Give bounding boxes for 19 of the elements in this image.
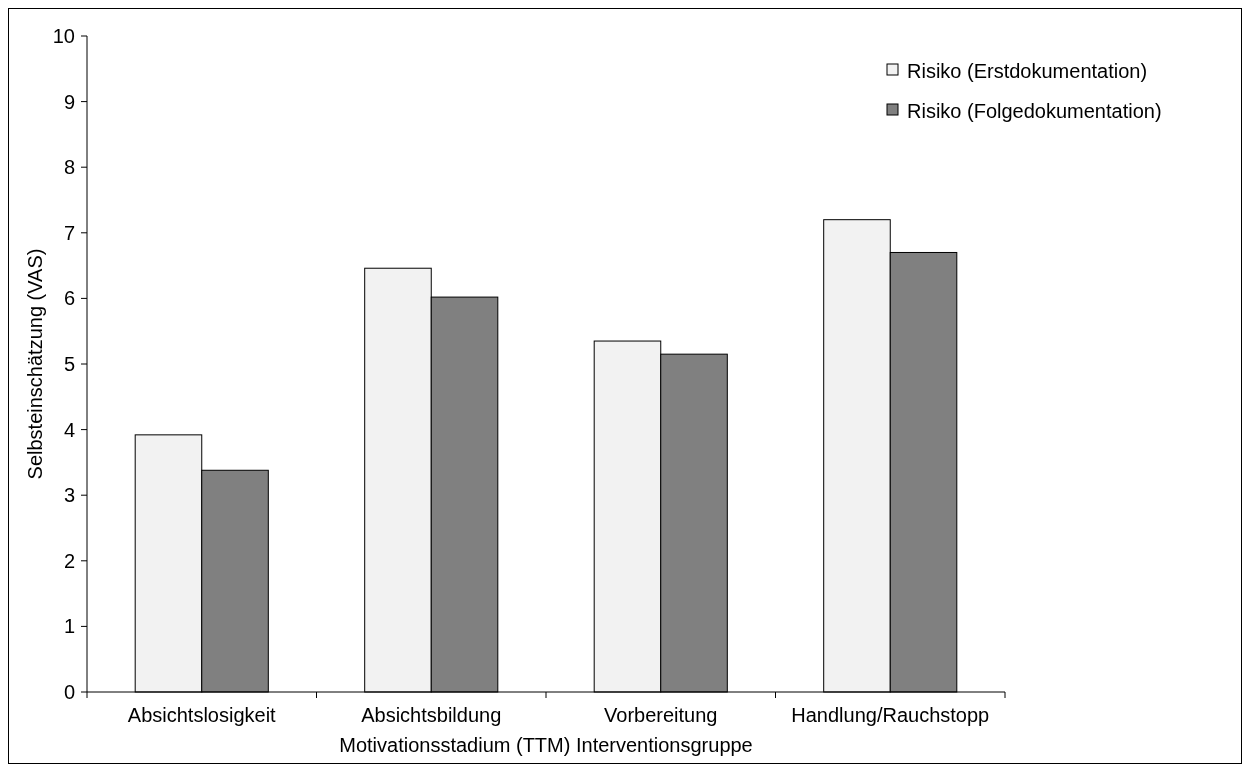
y-tick-label: 9 xyxy=(63,90,75,113)
y-tick-label: 5 xyxy=(63,353,75,375)
x-tick-label: Absichtsbildung xyxy=(361,704,502,726)
y-tick-label: 6 xyxy=(63,287,75,310)
x-tick-label: Handlung/Rauchstopp xyxy=(791,704,990,726)
x-axis-title: Motivationsstadium (TTM) Interventionsgruppe xyxy=(339,734,753,756)
y-tick-label: 8 xyxy=(63,156,75,179)
legend-label: Risiko (Folgedokumentation) xyxy=(907,100,1162,122)
x-tick-label: Vorbereitung xyxy=(604,704,718,726)
y-tick-label: 3 xyxy=(63,484,75,507)
y-tick-label: 10 xyxy=(52,25,75,47)
y-tick-label: 0 xyxy=(63,681,75,703)
x-tick-label: Absichtslosigkeit xyxy=(127,704,277,726)
y-tick-label: 4 xyxy=(63,418,75,441)
legend-label: Risiko (Erstdokumentation) xyxy=(907,60,1148,82)
y-tick-label: 1 xyxy=(63,615,75,638)
y-tick-label: 7 xyxy=(63,221,75,244)
y-axis-title: Selbsteinschätzung (VAS) xyxy=(24,248,46,480)
y-tick-label: 2 xyxy=(63,549,75,572)
